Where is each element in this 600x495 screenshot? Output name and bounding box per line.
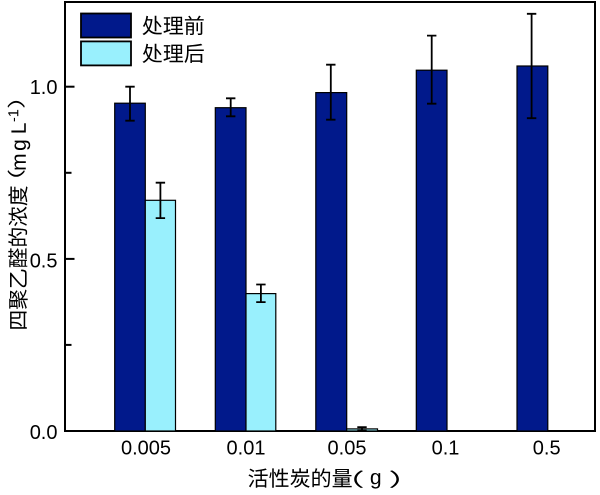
svg-text:0.005: 0.005: [121, 438, 171, 460]
svg-text:1.0: 1.0: [30, 77, 58, 99]
svg-text:0.01: 0.01: [227, 438, 266, 460]
svg-text:0.1: 0.1: [432, 438, 460, 460]
svg-text:0.5: 0.5: [533, 438, 561, 460]
svg-text:0.5: 0.5: [30, 250, 58, 272]
svg-text:0.0: 0.0: [30, 422, 58, 444]
svg-text:0.05: 0.05: [328, 438, 367, 460]
